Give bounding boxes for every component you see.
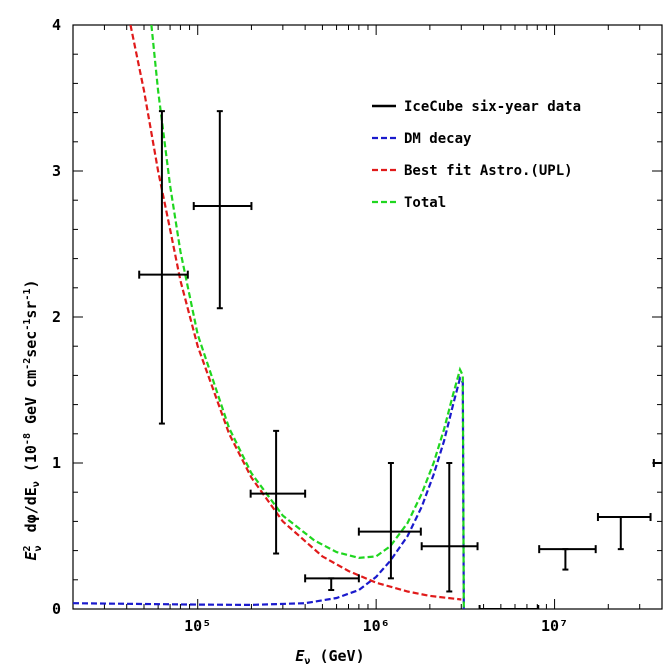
y-axis-title: E2ν dφ/dEν (10-8 GeV cm-2sec-1sr-1) [22, 279, 44, 560]
data-point [304, 574, 360, 592]
legend-item: Best fit Astro.(UPL) [372, 163, 573, 179]
data-point [478, 605, 540, 609]
data-point [420, 462, 479, 593]
x-tick-label: 10⁵ [184, 617, 211, 635]
data-point [652, 459, 662, 467]
axis-labels: Eν (GeV) E2ν dφ/dEν (10-8 GeV cm-2sec-1s… [22, 279, 365, 666]
data-point [138, 110, 189, 425]
data-point [357, 462, 422, 580]
axes: 10⁵ 10⁶ 10⁷ 0 1 2 3 4 [52, 16, 663, 635]
data-point [538, 545, 597, 571]
data-point [192, 110, 253, 310]
legend: IceCube six-year data DM decay Best fit As… [372, 99, 581, 211]
legend-label: DM decay [404, 131, 472, 147]
legend-label: Total [404, 195, 446, 211]
series-layer [73, 25, 465, 609]
legend-item: IceCube six-year data [372, 99, 581, 115]
x-tick-label: 10⁷ [541, 617, 568, 635]
y-tick-label: 3 [52, 162, 61, 180]
y-tick-label: 1 [52, 454, 61, 472]
series-line-total [150, 25, 465, 609]
data-point [249, 429, 307, 555]
y-tick-label: 2 [52, 308, 61, 326]
data-point [596, 513, 652, 551]
legend-label: IceCube six-year data [404, 99, 581, 115]
series-line-best-fit-astro-upl- [129, 25, 462, 601]
x-tick-label: 10⁶ [363, 617, 390, 635]
legend-item: DM decay [372, 131, 472, 147]
y-tick-label: 0 [52, 600, 61, 618]
svg-text:E2ν dφ/dEν (10-8 GeV cm-2sec-1: E2ν dφ/dEν (10-8 GeV cm-2sec-1sr-1) [22, 279, 44, 560]
x-axis-title: Eν (GeV) [295, 647, 364, 666]
series-line-dm-decay [73, 375, 465, 609]
legend-item: Total [372, 195, 446, 211]
legend-label: Best fit Astro.(UPL) [404, 163, 573, 179]
y-tick-label: 4 [52, 16, 61, 34]
errorbar-layer [138, 110, 662, 609]
